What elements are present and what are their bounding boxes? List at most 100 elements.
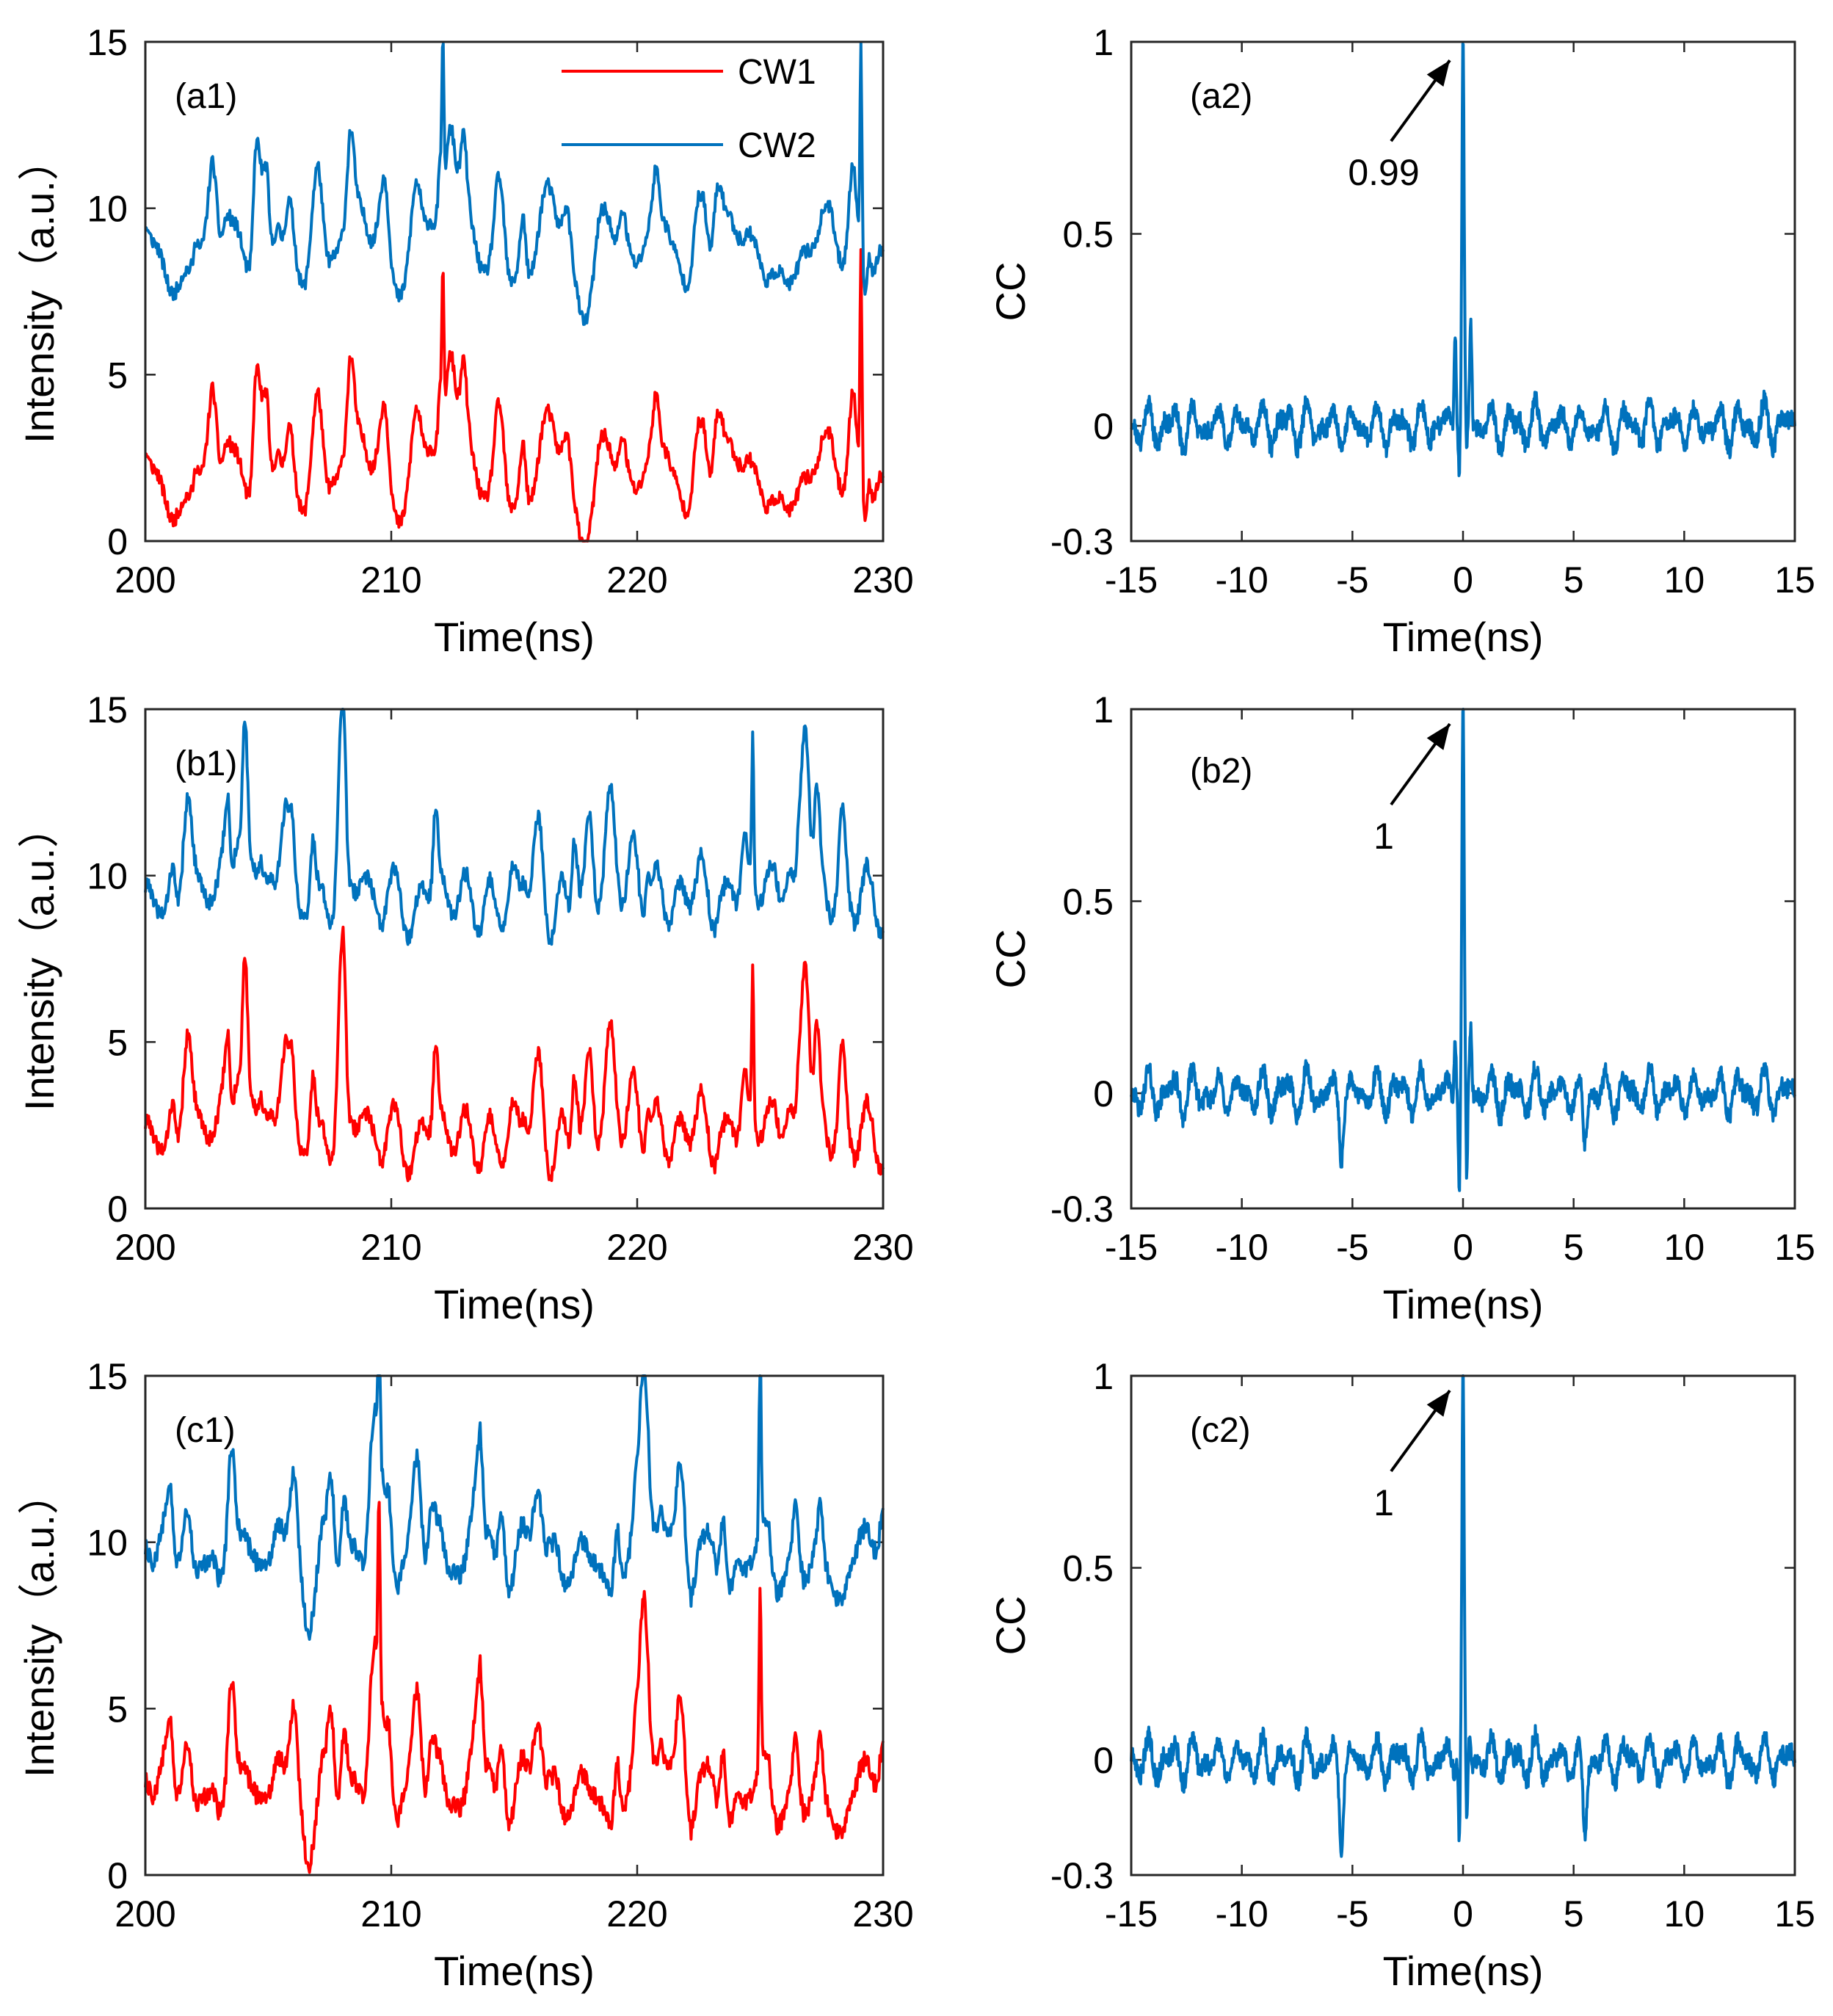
annotation-label: 0.99	[1348, 152, 1419, 193]
x-tick-label: 0	[1453, 1227, 1473, 1268]
y-tick-label: 0	[107, 1189, 128, 1230]
series-line-cw1	[144, 925, 885, 1183]
series-line-cw1	[144, 1501, 885, 1874]
x-axis-label: Time(ns)	[434, 614, 595, 660]
x-tick-label: -15	[1105, 1893, 1158, 1935]
x-tick-label: 200	[115, 1227, 175, 1268]
x-tick-label: 210	[360, 1893, 421, 1935]
x-tick-label: 5	[1564, 1227, 1584, 1268]
y-axis-label: CC	[987, 262, 1034, 322]
y-tick-label: 10	[87, 856, 128, 897]
legend-label-cw1: CW1	[738, 53, 816, 92]
x-tick-label: 10	[1664, 1893, 1705, 1935]
annotation-arrowhead	[1426, 60, 1450, 87]
series-line-cw2	[144, 41, 885, 326]
x-tick-label: 15	[1774, 1893, 1815, 1935]
x-tick-label: 230	[852, 1893, 913, 1935]
axes-frame	[144, 708, 885, 1210]
y-axis-label: Intensity（a.u.）	[16, 807, 62, 1111]
x-axis-label: Time(ns)	[1383, 1281, 1544, 1327]
y-tick-label: 0	[107, 1855, 128, 1896]
panel-label: (a2)	[1190, 77, 1252, 116]
panel-a1: 200 210 220 230 0 5 10 15 Time(ns) Intensity（a.u.…	[16, 22, 914, 660]
y-tick-label: 15	[87, 689, 128, 730]
y-tick-label: 1	[1093, 1356, 1114, 1397]
y-tick-label: 10	[87, 189, 128, 230]
y-tick-label: 0	[107, 521, 128, 562]
axes-frame	[144, 1374, 885, 1877]
y-tick-label: 0.5	[1062, 1548, 1114, 1589]
x-tick-label: 220	[606, 559, 667, 601]
y-tick-label: 5	[107, 1689, 128, 1730]
y-tick-label: 0	[1093, 1740, 1114, 1781]
x-tick-label: 15	[1774, 1227, 1815, 1268]
x-tick-label: 220	[606, 1227, 667, 1268]
panel-c1: 200 210 220 230 0 5 10 15 Time(ns) Intensity（a.u.…	[16, 1356, 914, 1994]
x-tick-label: 10	[1664, 559, 1705, 601]
x-tick-label: 200	[115, 559, 175, 601]
y-tick-label: 15	[87, 22, 128, 63]
y-tick-label: 0	[1093, 406, 1114, 447]
x-tick-label: -5	[1336, 559, 1368, 601]
x-tick-label: -10	[1216, 1893, 1268, 1935]
panel-label: (c1)	[175, 1411, 236, 1450]
panel-label: (b2)	[1190, 752, 1252, 791]
x-tick-label: 200	[115, 1893, 175, 1935]
x-tick-label: 230	[852, 559, 913, 601]
annotation-label: 1	[1373, 816, 1394, 857]
axes-frame	[1130, 708, 1796, 1210]
y-tick-label: 10	[87, 1523, 128, 1564]
y-axis-label: CC	[987, 1596, 1034, 1656]
x-tick-label: 230	[852, 1227, 913, 1268]
series-line-cw2	[144, 708, 885, 946]
annotation-label: 1	[1373, 1482, 1394, 1523]
series-line-cw1	[144, 248, 885, 543]
series-line-cw2	[144, 1374, 885, 1641]
x-tick-label: -10	[1216, 1227, 1268, 1268]
x-tick-label: -15	[1105, 559, 1158, 601]
y-axis-label: Intensity（a.u.）	[16, 1473, 62, 1777]
y-tick-label: 1	[1093, 689, 1114, 730]
x-tick-label: 10	[1664, 1227, 1705, 1268]
panel-c2: -15 -10 -5 0 5 10 15 -0.3 0 0.5 1 Time(ns) CC 1 (c2)	[987, 1356, 1815, 1994]
panel-b1: 200 210 220 230 0 5 10 15 Time(ns) Intensity（a.u.…	[16, 689, 914, 1327]
x-axis-label: Time(ns)	[1383, 614, 1544, 660]
x-axis-label: Time(ns)	[1383, 1948, 1544, 1994]
panel-label: (a1)	[175, 77, 237, 116]
x-tick-label: -5	[1336, 1893, 1368, 1935]
y-tick-label: 0.5	[1062, 214, 1114, 255]
y-tick-label: 5	[107, 1022, 128, 1063]
y-tick-label: 0	[1093, 1073, 1114, 1114]
y-tick-label: -0.3	[1050, 1189, 1114, 1230]
legend: CW1 CW2	[562, 53, 816, 165]
y-axis-label: CC	[987, 929, 1034, 989]
cc-curve	[1130, 708, 1796, 1192]
annotation-arrowhead	[1426, 724, 1450, 750]
x-tick-label: 210	[360, 559, 421, 601]
y-tick-label: 1	[1093, 22, 1114, 63]
panel-b2: -15 -10 -5 0 5 10 15 -0.3 0 0.5 1 Time(ns) CC 1 (b2)	[987, 689, 1815, 1327]
y-tick-label: -0.3	[1050, 521, 1114, 562]
y-tick-label: -0.3	[1050, 1855, 1114, 1896]
panel-label: (b1)	[175, 744, 237, 783]
x-tick-label: -15	[1105, 1227, 1158, 1268]
x-tick-label: -5	[1336, 1227, 1368, 1268]
x-tick-label: -10	[1216, 559, 1268, 601]
x-tick-label: 5	[1564, 559, 1584, 601]
panel-a2: -15 -10 -5 0 5 10 15 -0.3 0 0.5 1 Time(ns) CC 0.99 (a2…	[987, 22, 1815, 660]
y-tick-label: 5	[107, 355, 128, 396]
x-axis-label: Time(ns)	[434, 1948, 595, 1994]
axes-frame	[1130, 1374, 1796, 1877]
x-tick-label: 220	[606, 1893, 667, 1935]
x-tick-label: 210	[360, 1227, 421, 1268]
panel-label: (c2)	[1190, 1411, 1251, 1450]
x-tick-label: 0	[1453, 559, 1473, 601]
x-tick-label: 5	[1564, 1893, 1584, 1935]
legend-label-cw2: CW2	[738, 126, 816, 165]
axes-frame	[1130, 40, 1796, 543]
x-tick-label: 0	[1453, 1893, 1473, 1935]
y-tick-label: 15	[87, 1356, 128, 1397]
y-tick-label: 0.5	[1062, 882, 1114, 923]
x-tick-label: 15	[1774, 559, 1815, 601]
